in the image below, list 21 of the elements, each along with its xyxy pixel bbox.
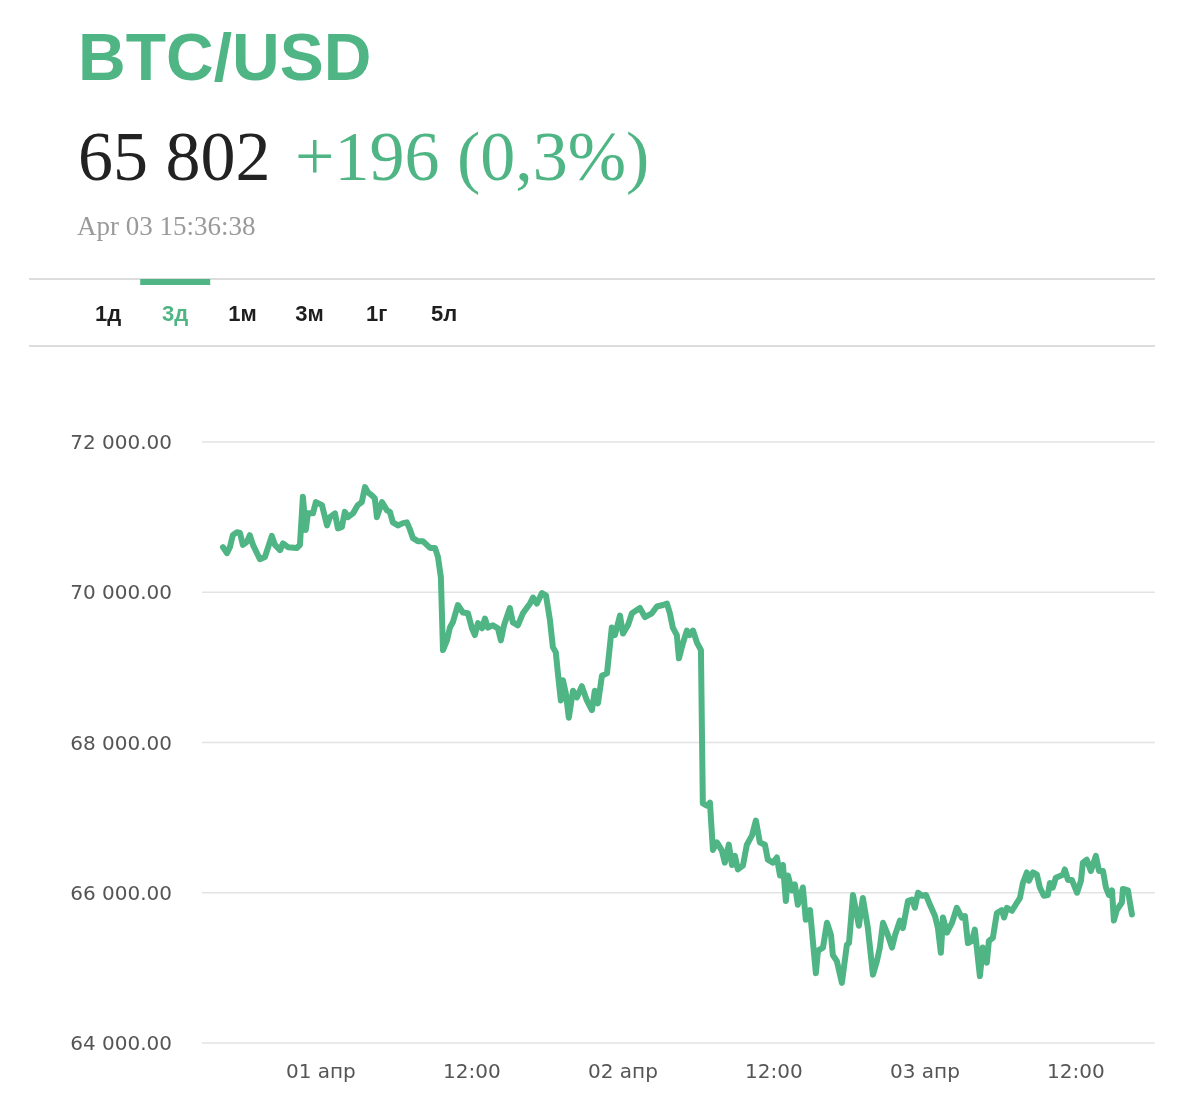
y-tick-label: 66 000.00 <box>70 880 172 905</box>
x-tick-label: 12:00 <box>745 1059 803 1083</box>
x-tick-label: 02 апр <box>588 1059 658 1083</box>
x-tick-label: 03 апр <box>890 1059 960 1083</box>
text: 3м <box>295 301 324 326</box>
y-tick-label: 70 000.00 <box>70 580 172 605</box>
x-tick-label: 12:00 <box>1047 1059 1105 1083</box>
y-tick-label: 64 000.00 <box>70 1031 172 1055</box>
text: +196 (0,3%) <box>295 118 650 195</box>
chart-title: BTC/USD <box>78 20 372 94</box>
x-tick-label: 12:00 <box>443 1059 501 1083</box>
x-tick-label: 01 апр <box>285 1059 356 1083</box>
text: 1г <box>366 301 388 326</box>
text: 5л <box>430 301 458 326</box>
y-tick-label: 68 000.00 <box>70 730 172 755</box>
text: 3д <box>162 301 189 326</box>
text: 1д <box>94 301 122 326</box>
y-tick-label: 72 000.00 <box>70 430 172 454</box>
text: Apr 03 15:36:38 <box>77 211 256 241</box>
text: 1м <box>228 301 257 326</box>
chart-subtitle: 65 802 <box>78 118 271 195</box>
